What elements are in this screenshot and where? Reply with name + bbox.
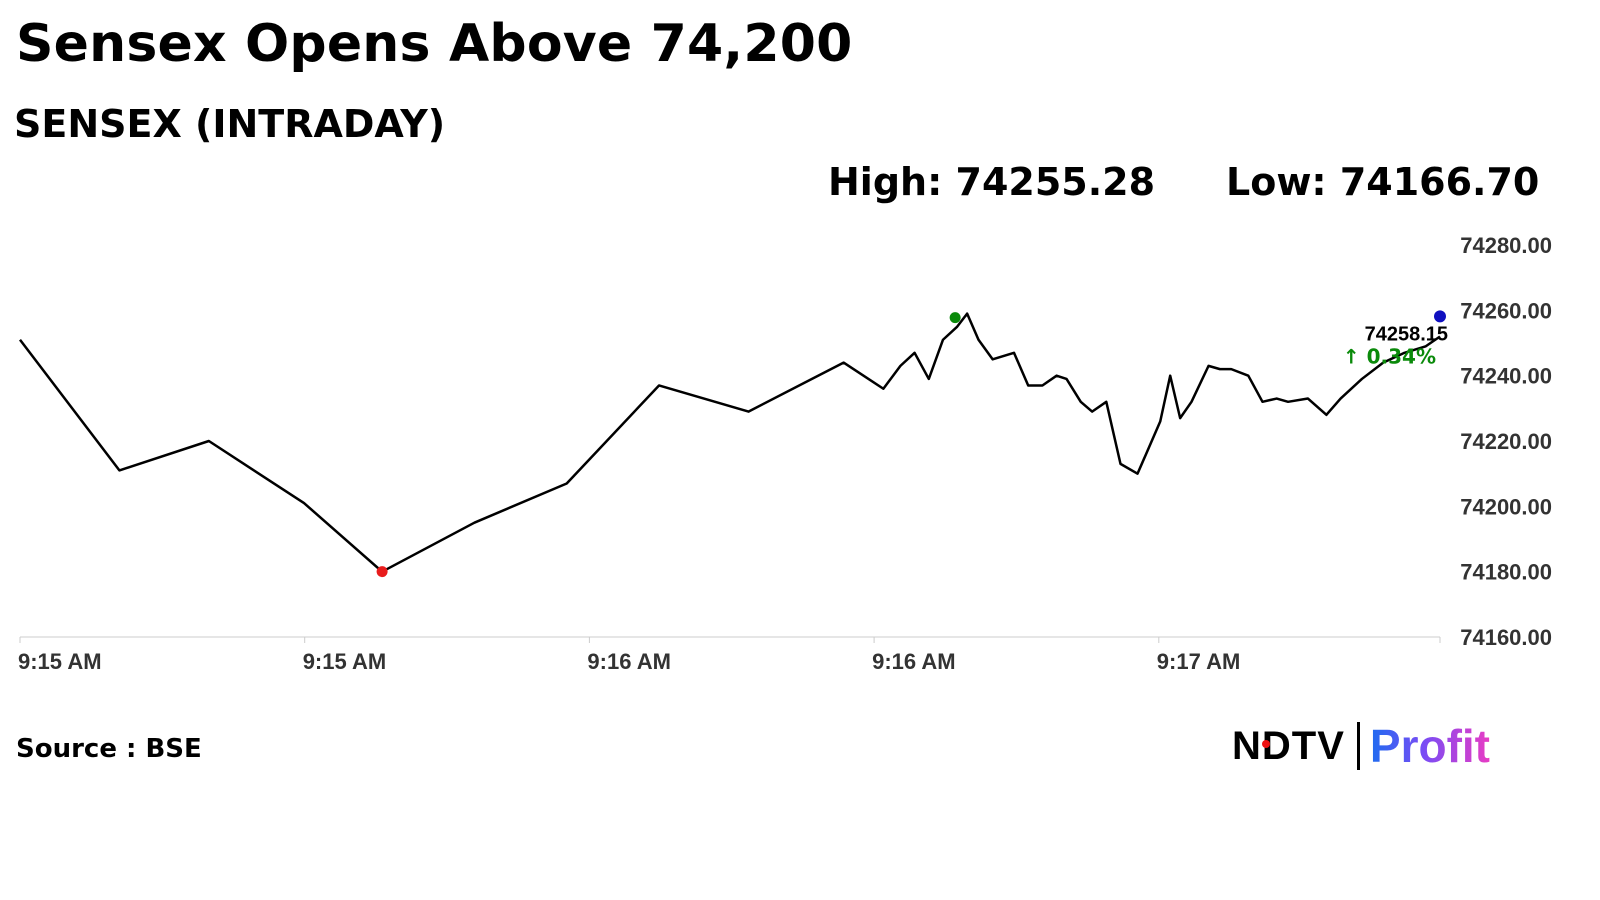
y-tick-label: 74280.00 (1460, 233, 1552, 258)
logo-separator (1356, 722, 1360, 770)
y-tick-label: 74220.00 (1460, 429, 1552, 454)
x-tick-label: 9:16 AM (587, 649, 671, 674)
intraday-line-chart: 9:15 AM 9:15 AM 9:16 AM 9:16 AM 9:17 AM 74160… (18, 233, 1552, 674)
headline: Sensex Opens Above 74,200 (16, 14, 853, 74)
logo-brand: NDTV (1232, 723, 1345, 768)
y-tick-label: 74260.00 (1460, 298, 1552, 323)
day-low-marker (376, 566, 388, 578)
last-value-marker (1434, 310, 1446, 323)
y-tick-label: 74180.00 (1460, 560, 1552, 585)
ndtv-profit-logo: NDTV Profit (1232, 718, 1490, 774)
x-tick-label: 9:15 AM (18, 649, 102, 674)
sensex-series-line (19, 312, 1441, 573)
x-tick-label: 9:15 AM (303, 649, 387, 674)
day-low-stat: Low: 74166.70 (1226, 160, 1540, 204)
percent-change-label: ↑ 0.34% (1343, 344, 1436, 368)
y-tick-label: 74240.00 (1460, 364, 1552, 389)
day-high-marker (949, 312, 961, 324)
y-tick-label: 74160.00 (1460, 625, 1552, 650)
day-high-stat: High: 74255.28 (828, 160, 1156, 204)
chart-subtitle: SENSEX (INTRADAY) (14, 102, 446, 146)
logo-product: Profit (1369, 720, 1490, 772)
source-note: Source : BSE (16, 734, 202, 764)
logo-dot-icon (1262, 739, 1270, 748)
y-tick-label: 74200.00 (1460, 494, 1552, 519)
x-tick-label: 9:17 AM (1157, 649, 1241, 674)
last-value-label: 74258.15 (1365, 323, 1448, 345)
x-tick-label: 9:16 AM (872, 649, 956, 674)
